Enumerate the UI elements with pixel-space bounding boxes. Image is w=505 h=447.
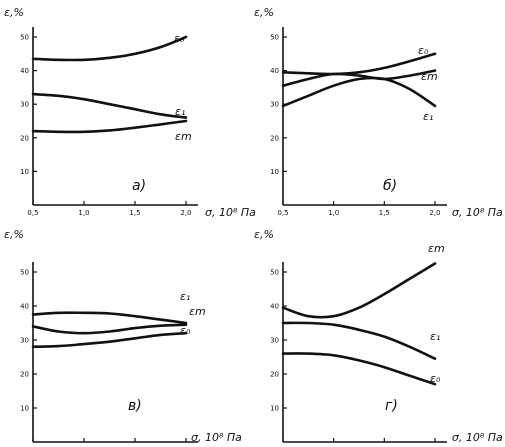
panel-label: а): [132, 178, 146, 194]
panel-label: г): [385, 398, 398, 414]
series-line-1: [281, 52, 437, 76]
series-label: ε₁: [175, 105, 185, 118]
x-tick-label: 2,0: [180, 209, 191, 217]
y-tick-label: 50: [270, 34, 279, 42]
y-axis-label: ε,%: [254, 228, 274, 241]
y-tick-label: 10: [20, 405, 29, 413]
y-tick-label: 20: [20, 134, 29, 142]
y-tick-label: 20: [20, 371, 29, 379]
series-label: εm: [428, 242, 445, 255]
series-label: ε₀: [180, 324, 191, 337]
y-tick-label: 20: [270, 371, 279, 379]
series-label: ε₀: [430, 372, 441, 385]
series-label: εm: [175, 130, 192, 143]
x-tick-label: 0,5: [27, 209, 38, 217]
series-line-1: [31, 35, 188, 62]
y-axis-label: ε,%: [4, 6, 24, 19]
x-tick-label: 1,0: [328, 209, 339, 217]
y-tick-label: 30: [20, 337, 29, 345]
y-axis-label: ε,%: [254, 6, 274, 19]
series-line-2: [281, 321, 437, 360]
panel-2: 10 20 30 40 50 0,5 1,0 1,5 2,0 ε,% σ, 10⁸ Па б) ε₀ εm…: [254, 6, 503, 219]
y-tick-label: 30: [20, 101, 29, 109]
panel-label: в): [128, 398, 142, 414]
y-tick-label: 30: [270, 337, 279, 345]
series-label: εm: [421, 70, 438, 83]
x-axis-label: σ, 10⁸ Па: [191, 431, 242, 444]
y-tick-label: 20: [270, 134, 279, 142]
series-label: ε₁: [423, 110, 433, 123]
series-label: ε₁: [180, 290, 190, 303]
y-tick-label: 40: [270, 67, 279, 75]
y-tick-label: 10: [270, 168, 279, 176]
x-tick-label: 1,5: [129, 209, 140, 217]
x-axis-label: σ, 10⁸ Па: [452, 206, 503, 219]
series-label: ε₀: [174, 32, 185, 45]
series-line-1: [31, 311, 188, 325]
series-line-1: [281, 262, 437, 319]
x-tick-label: 0,5: [277, 209, 288, 217]
y-axis-label: ε,%: [4, 228, 24, 241]
series-line-3: [31, 119, 188, 134]
series-line-2: [31, 92, 188, 119]
x-axis-label: σ, 10⁸ Па: [452, 431, 503, 444]
y-tick-label: 40: [20, 303, 29, 311]
series-label: ε₀: [418, 44, 429, 57]
y-tick-label: 10: [20, 168, 29, 176]
series-line-2: [281, 69, 437, 87]
series-label: εm: [189, 305, 206, 318]
y-tick-label: 10: [270, 405, 279, 413]
y-tick-label: 50: [270, 269, 279, 277]
series-label: ε₁: [430, 330, 440, 343]
series-line-3: [281, 352, 437, 386]
x-axis-label: σ, 10⁸ Па: [205, 206, 256, 219]
panel-label: б): [383, 178, 397, 194]
y-tick-label: 50: [20, 269, 29, 277]
panel-1: 10 20 30 40 50 0,5 1,0 1,5 2,0 ε,% σ, 10⁸ Па а) ε₀ ε₁…: [4, 6, 256, 219]
y-tick-label: 30: [270, 101, 279, 109]
x-tick-label: 1,5: [379, 209, 390, 217]
x-tick-label: 1,0: [78, 209, 89, 217]
y-tick-label: 40: [20, 67, 29, 75]
x-tick-label: 2,0: [429, 209, 440, 217]
y-tick-label: 40: [270, 303, 279, 311]
y-tick-label: 50: [20, 34, 29, 42]
series-line-3: [281, 76, 437, 108]
series-line-3: [31, 331, 188, 349]
series-line-2: [31, 323, 188, 335]
